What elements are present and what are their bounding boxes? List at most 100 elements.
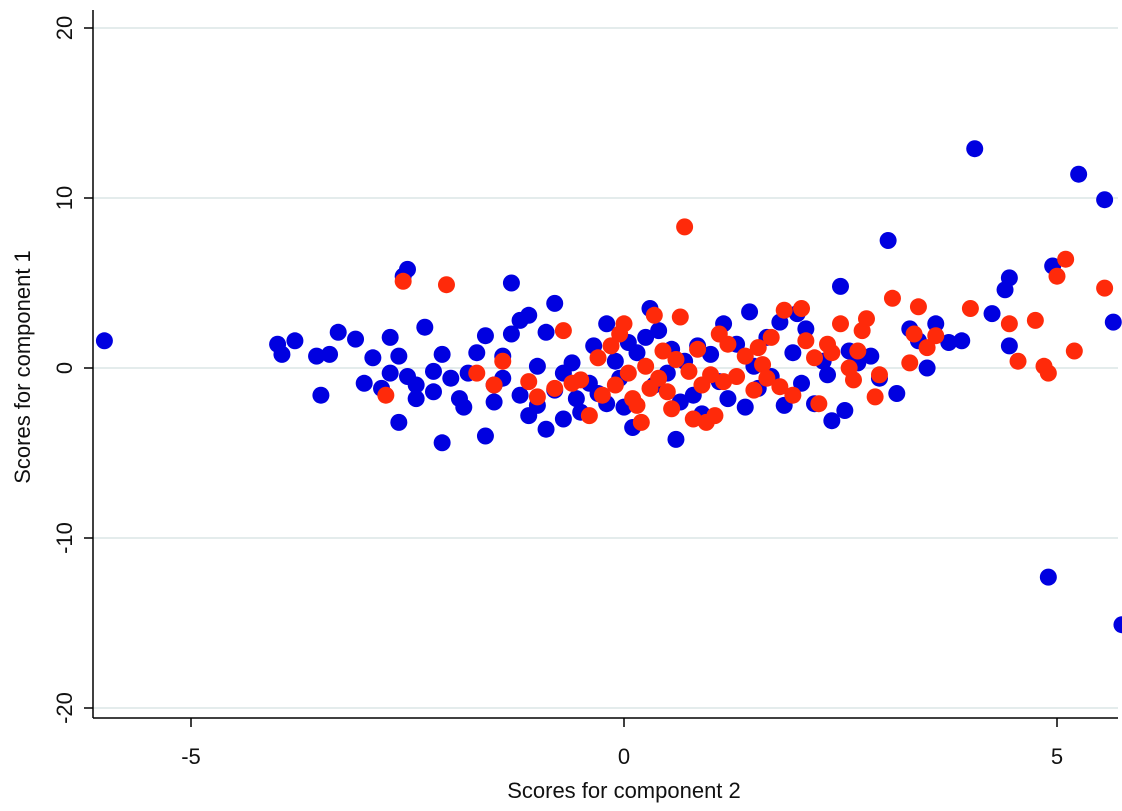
scatter-point bbox=[901, 354, 919, 372]
scatter-point bbox=[528, 357, 546, 375]
scatter-point bbox=[797, 332, 815, 350]
scatter-point bbox=[741, 303, 759, 321]
scatter-point bbox=[706, 407, 724, 425]
x-tick-label: -5 bbox=[181, 744, 201, 769]
scatter-point bbox=[1070, 165, 1088, 183]
scatter-point bbox=[961, 300, 979, 317]
scatter-point bbox=[806, 349, 824, 367]
scatter-point bbox=[1000, 315, 1018, 333]
scatter-point bbox=[580, 407, 598, 425]
scatter-point bbox=[645, 306, 663, 324]
scatter-point bbox=[347, 330, 365, 348]
scatter-point bbox=[615, 315, 633, 333]
scatter-point bbox=[286, 332, 304, 350]
scatter-point bbox=[927, 315, 945, 333]
scatter-point bbox=[628, 396, 646, 414]
scatter-point bbox=[1048, 267, 1066, 285]
scatter-point bbox=[862, 347, 880, 365]
x-tick-label: 5 bbox=[1051, 744, 1063, 769]
axes: -20 -10 0 10 20 -5 0 5 bbox=[52, 10, 1118, 769]
y-tick-label: -10 bbox=[52, 522, 77, 554]
scatter-point bbox=[719, 390, 737, 408]
scatter-point bbox=[719, 335, 737, 353]
scatter-point bbox=[680, 362, 698, 380]
scatter-point bbox=[1039, 364, 1057, 382]
axis-labels: Scores for component 2 Scores for compon… bbox=[10, 250, 741, 803]
scatter-point bbox=[784, 344, 802, 362]
scatter-point bbox=[715, 373, 733, 391]
scatter-point bbox=[1039, 568, 1057, 586]
scatter-point bbox=[606, 376, 624, 394]
scatter-point bbox=[468, 344, 486, 362]
scatter-point bbox=[793, 374, 811, 392]
scatter-point bbox=[1026, 311, 1044, 329]
scatter-point bbox=[736, 347, 754, 365]
scatter-point bbox=[628, 344, 646, 362]
y-tick-label: 20 bbox=[52, 16, 77, 40]
scatter-point bbox=[390, 413, 408, 431]
data-points bbox=[95, 140, 1122, 634]
scatter-point bbox=[832, 315, 849, 333]
scatter-point bbox=[844, 371, 862, 389]
scatter-point bbox=[554, 410, 572, 428]
scatter-point bbox=[390, 347, 408, 365]
scatter-point bbox=[1065, 342, 1083, 360]
scatter-point bbox=[494, 352, 512, 370]
scatter-point bbox=[442, 369, 460, 387]
scatter-point bbox=[663, 400, 681, 418]
scatter-point bbox=[836, 402, 854, 419]
scatter-point bbox=[567, 390, 585, 408]
scatter-point bbox=[870, 366, 888, 384]
scatter-point bbox=[745, 381, 763, 399]
scatter-point bbox=[321, 345, 339, 363]
scatter-point bbox=[736, 398, 754, 416]
scatter-point bbox=[1057, 250, 1075, 268]
scatter-point bbox=[810, 395, 828, 413]
scatter-point bbox=[909, 298, 927, 316]
scatter-point bbox=[671, 308, 689, 326]
scatter-point bbox=[650, 322, 668, 340]
scatter-point bbox=[554, 322, 572, 340]
x-tick-label: 0 bbox=[618, 744, 630, 769]
scatter-point bbox=[689, 340, 707, 358]
scatter-point bbox=[593, 386, 611, 404]
y-tick-label: 10 bbox=[52, 186, 77, 210]
scatter-point bbox=[355, 374, 373, 392]
scatter-point bbox=[485, 393, 503, 411]
scatter-point bbox=[940, 334, 958, 351]
scatter-point bbox=[619, 364, 637, 382]
scatter-point bbox=[797, 320, 815, 338]
scatter-point bbox=[602, 337, 620, 355]
scatter-point bbox=[879, 232, 897, 249]
scatter-point bbox=[888, 385, 906, 402]
series-2 bbox=[377, 218, 1114, 431]
scatter-point bbox=[1096, 279, 1114, 297]
scatter-point bbox=[754, 356, 772, 374]
x-axis-title: Scores for component 2 bbox=[507, 778, 741, 803]
scatter-point bbox=[433, 345, 451, 363]
scatter-point bbox=[598, 315, 616, 333]
gridlines bbox=[93, 27, 1118, 709]
scatter-point bbox=[476, 327, 494, 345]
scatter-point bbox=[983, 305, 1001, 323]
scatter-point bbox=[546, 379, 564, 397]
scatter-point bbox=[520, 306, 538, 324]
scatter-point bbox=[966, 140, 984, 158]
scatter-point bbox=[927, 327, 945, 345]
scatter-point bbox=[823, 412, 841, 430]
scatter-point bbox=[381, 328, 399, 346]
scatter-point bbox=[424, 362, 442, 380]
scatter-point bbox=[857, 310, 875, 328]
scatter-point bbox=[953, 332, 971, 350]
scatter-point bbox=[905, 325, 923, 343]
scatter-point bbox=[394, 272, 412, 290]
scatter-point bbox=[793, 300, 811, 317]
scatter-point bbox=[684, 410, 702, 428]
scatter-point bbox=[606, 352, 624, 370]
scatter-point bbox=[758, 369, 776, 387]
scatter-point bbox=[658, 383, 676, 401]
scatter-point bbox=[1104, 313, 1122, 331]
